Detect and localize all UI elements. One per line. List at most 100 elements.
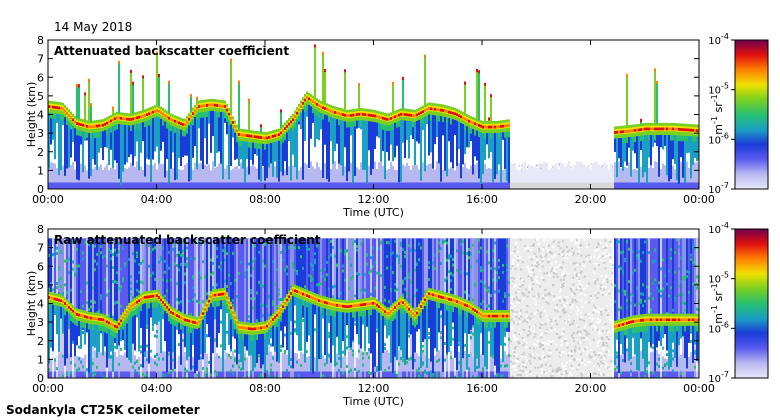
noise-speck xyxy=(593,292,596,295)
fallstreak xyxy=(124,317,126,350)
noise-speck xyxy=(511,259,514,262)
noise-speck xyxy=(547,261,550,264)
surface-band xyxy=(108,357,110,378)
fallstreak xyxy=(250,331,252,356)
raw-noise-speck xyxy=(202,367,204,371)
noise-speck xyxy=(568,359,571,362)
noise-speck xyxy=(537,247,540,250)
surface-band xyxy=(130,182,132,189)
fallstreak xyxy=(264,331,266,340)
surface-band xyxy=(632,169,634,189)
noise-speck xyxy=(596,278,599,281)
fallstreak xyxy=(330,113,332,142)
cloud-layer-core xyxy=(502,124,504,128)
noise-speck xyxy=(555,370,558,373)
raw-noise-speck xyxy=(154,361,156,365)
surface-band xyxy=(672,182,674,189)
high-echo-top xyxy=(654,68,656,72)
fallstreak xyxy=(164,307,166,342)
noise-speck xyxy=(511,262,514,265)
raw-noise-speck xyxy=(218,355,220,359)
fallstreak xyxy=(64,305,66,366)
surface-band xyxy=(516,182,518,189)
raw-noise-column xyxy=(232,238,234,316)
raw-noise-column xyxy=(152,238,154,299)
x-tick-label: 04:00 xyxy=(141,193,173,206)
raw-noise-column xyxy=(96,238,98,322)
noise-speck xyxy=(555,332,558,335)
cloud-layer-core xyxy=(190,320,192,323)
fallstreak xyxy=(468,125,470,133)
fallstreak xyxy=(256,332,258,341)
surface-band xyxy=(404,166,406,189)
surface-band xyxy=(200,182,202,189)
surface-band xyxy=(330,355,332,378)
fallstreak xyxy=(80,319,82,328)
cloud-layer-core xyxy=(108,120,110,124)
noise-speck xyxy=(607,350,610,353)
fallstreak xyxy=(272,138,274,177)
raw-noise-speck xyxy=(294,246,296,250)
fallstreak xyxy=(52,111,54,119)
cloud-layer-core xyxy=(88,125,90,129)
raw-noise-speck xyxy=(324,363,326,367)
surface-band xyxy=(280,182,282,189)
noise-speck xyxy=(599,254,602,257)
raw-noise-speck xyxy=(274,375,276,378)
fallstreak xyxy=(310,102,312,139)
raw-noise-stripe xyxy=(194,238,196,378)
raw-noise-speck xyxy=(116,253,118,257)
raw-noise-speck xyxy=(188,299,190,303)
surface-band xyxy=(108,170,110,189)
noise-speck xyxy=(594,282,597,285)
surface-band xyxy=(82,182,84,189)
fallstreak xyxy=(490,129,492,153)
noise-speck xyxy=(599,287,602,290)
noise-speck xyxy=(564,311,567,314)
y-axis-label: Height (km) xyxy=(25,82,38,148)
noise-speck xyxy=(530,248,533,251)
raw-noise-column xyxy=(326,238,328,306)
fallstreak xyxy=(276,317,278,362)
cloud-layer-core xyxy=(124,117,126,121)
fallstreak xyxy=(92,128,94,160)
surface-band xyxy=(522,182,524,189)
raw-noise-speck xyxy=(132,252,134,256)
surface-band xyxy=(650,182,652,189)
surface-band xyxy=(386,170,388,189)
raw-noise-speck xyxy=(316,244,318,248)
cloud-layer-core xyxy=(442,109,444,112)
surface-band xyxy=(234,371,236,378)
fallstreak xyxy=(102,127,104,161)
surface-band xyxy=(480,182,482,189)
noise-speck xyxy=(544,255,547,258)
surface-band xyxy=(286,354,288,377)
raw-noise-speck xyxy=(150,274,152,278)
fallstreak xyxy=(316,108,318,116)
fallstreak xyxy=(134,307,136,316)
surface-band xyxy=(254,359,256,378)
noise-speck xyxy=(519,332,522,335)
raw-noise-speck xyxy=(166,279,168,283)
y-tick-label: 5 xyxy=(37,90,44,103)
fallstreak xyxy=(70,311,72,358)
surface-band xyxy=(622,165,624,188)
noise-speck xyxy=(549,293,552,296)
fallstreak xyxy=(664,131,666,146)
surface-band xyxy=(324,371,326,378)
fallstreak xyxy=(328,114,330,122)
raw-noise-speck xyxy=(172,248,174,252)
noise-speck xyxy=(536,353,539,356)
surface-band xyxy=(240,162,242,186)
cloud-layer-core xyxy=(618,130,620,134)
noise-speck xyxy=(534,303,537,306)
fallstreak xyxy=(176,319,178,328)
raw-noise-speck xyxy=(326,260,328,264)
fallstreak xyxy=(48,299,50,364)
noise-speck xyxy=(552,340,555,343)
fallstreak xyxy=(630,133,632,177)
noise-speck xyxy=(576,332,579,335)
noise-speck xyxy=(547,350,550,353)
noise-speck xyxy=(591,317,594,320)
surface-band xyxy=(204,182,206,189)
